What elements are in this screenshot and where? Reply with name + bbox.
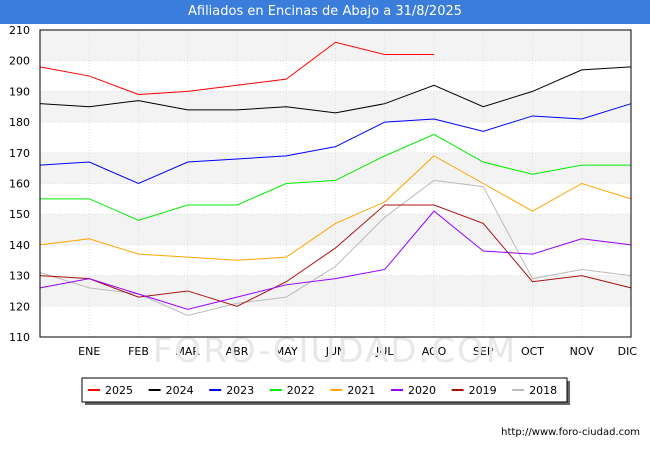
x-tick-label: SEP: [473, 345, 494, 358]
y-tick-label: 160: [9, 178, 30, 191]
x-tick-label: MAY: [275, 345, 298, 358]
legend-box: [81, 377, 568, 403]
x-tick-label: DIC: [618, 345, 638, 358]
series-line-2019: [39, 204, 632, 307]
y-tick-label: 120: [9, 300, 30, 313]
series-line-2025: [39, 41, 434, 95]
y-tick-label: 150: [9, 208, 30, 221]
y-tick-label: 180: [9, 116, 30, 129]
series-line-2022: [40, 133, 631, 221]
x-tick-label: JUL: [375, 345, 394, 358]
y-tick-label: 210: [9, 24, 30, 37]
x-tick-label: NOV: [570, 345, 595, 358]
x-tick-label: ENE: [78, 345, 100, 358]
axis-ticks: 110 120 130 140 150 160 170 180 190 200 210 ENE FEB M…: [9, 24, 637, 358]
series-line-2020: [39, 210, 632, 310]
series-line-2024: [39, 66, 632, 114]
legend-label-2024: 2024: [166, 384, 194, 397]
legend-label-2023: 2023: [226, 384, 254, 397]
y-tick-label: 140: [9, 239, 30, 252]
legend-label-2021: 2021: [347, 384, 375, 397]
legend-label-2019: 2019: [469, 384, 497, 397]
x-tick-label: FEB: [128, 345, 149, 358]
x-tick-label: JUN: [325, 345, 346, 358]
series-line-2023: [39, 103, 632, 185]
legend-label-2018: 2018: [529, 384, 557, 397]
x-tick-label: AGO: [422, 345, 447, 358]
chart-title: Afiliados en Encinas de Abajo a 31/8/202…: [0, 0, 650, 24]
y-tick-label: 190: [9, 85, 30, 98]
legend-label-2022: 2022: [287, 384, 315, 397]
plot-frame: [39, 29, 632, 338]
y-tick-label: 130: [9, 270, 30, 283]
grid-band: [40, 275, 631, 307]
y-tick-label: 170: [9, 147, 30, 160]
legend-label-2025: 2025: [105, 384, 133, 397]
x-tick-label: OCT: [521, 345, 544, 358]
x-tick-label: MAR: [175, 345, 200, 358]
legend-label-2020: 2020: [408, 384, 436, 397]
x-tick-label: ABR: [226, 345, 249, 358]
legend: 2025 2024 2023 2022 2021 2020 2019 2018: [81, 377, 570, 405]
watermark: FORO-CIUDAD.COM: [153, 331, 517, 371]
series-line-2021: [39, 155, 632, 261]
series-lines: [39, 41, 632, 317]
y-tick-label: 200: [9, 55, 30, 68]
y-tick-label: 110: [9, 331, 30, 344]
footer-url: http://www.foro-ciudad.com: [501, 427, 640, 438]
